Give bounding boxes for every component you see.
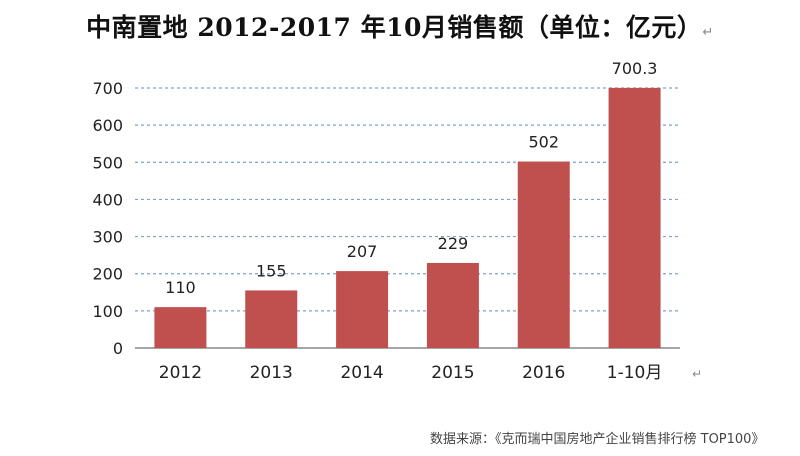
chart-title: 中南置地 2012-2017 年10月销售额（单位：亿元）↵ [86, 13, 714, 42]
gridlines [135, 87, 680, 349]
x-tick-label: 2016 [522, 363, 565, 383]
bar-2013 [245, 290, 298, 348]
y-tick-label: 700 [92, 79, 123, 98]
data-labels: 110 155 207 229 502 700.3 [165, 59, 657, 297]
bar-2014 [336, 271, 389, 348]
data-label: 110 [165, 278, 196, 297]
x-tick-label: 1-10月 [607, 363, 663, 383]
data-label: 700.3 [612, 59, 658, 78]
paragraph-mark-icon: ↵ [692, 367, 702, 381]
source-note: 数据来源：《克而瑞中国房地产企业销售排行榜 TOP100》 [430, 432, 765, 447]
bar-2015 [426, 262, 479, 348]
y-tick-label: 300 [92, 228, 123, 247]
data-label: 155 [256, 261, 287, 280]
x-tick-label: 2013 [250, 363, 293, 383]
data-label: 229 [438, 234, 469, 253]
data-label: 207 [347, 242, 378, 261]
bar-1-10月 [608, 87, 661, 348]
y-tick-label: 100 [92, 302, 123, 321]
y-tick-label: 500 [92, 153, 123, 172]
y-tick-label: 200 [92, 265, 123, 284]
x-tick-label: 2015 [431, 363, 474, 383]
bar-2016 [517, 161, 570, 348]
x-tick-label: 2014 [340, 363, 383, 383]
bars [154, 87, 661, 348]
y-tick-label: 600 [92, 116, 123, 135]
y-tick-label: 0 [113, 339, 123, 358]
data-label: 502 [528, 133, 559, 152]
y-axis-ticks: 0 100 200 300 400 500 600 700 [92, 79, 123, 358]
bar-2012 [154, 307, 207, 348]
y-tick-label: 400 [92, 190, 123, 209]
x-tick-label: 2012 [159, 363, 202, 383]
x-axis-ticks: 2012 2013 2014 2015 2016 1-10月 [159, 363, 663, 383]
paragraph-mark-icon: ↵ [702, 25, 714, 40]
